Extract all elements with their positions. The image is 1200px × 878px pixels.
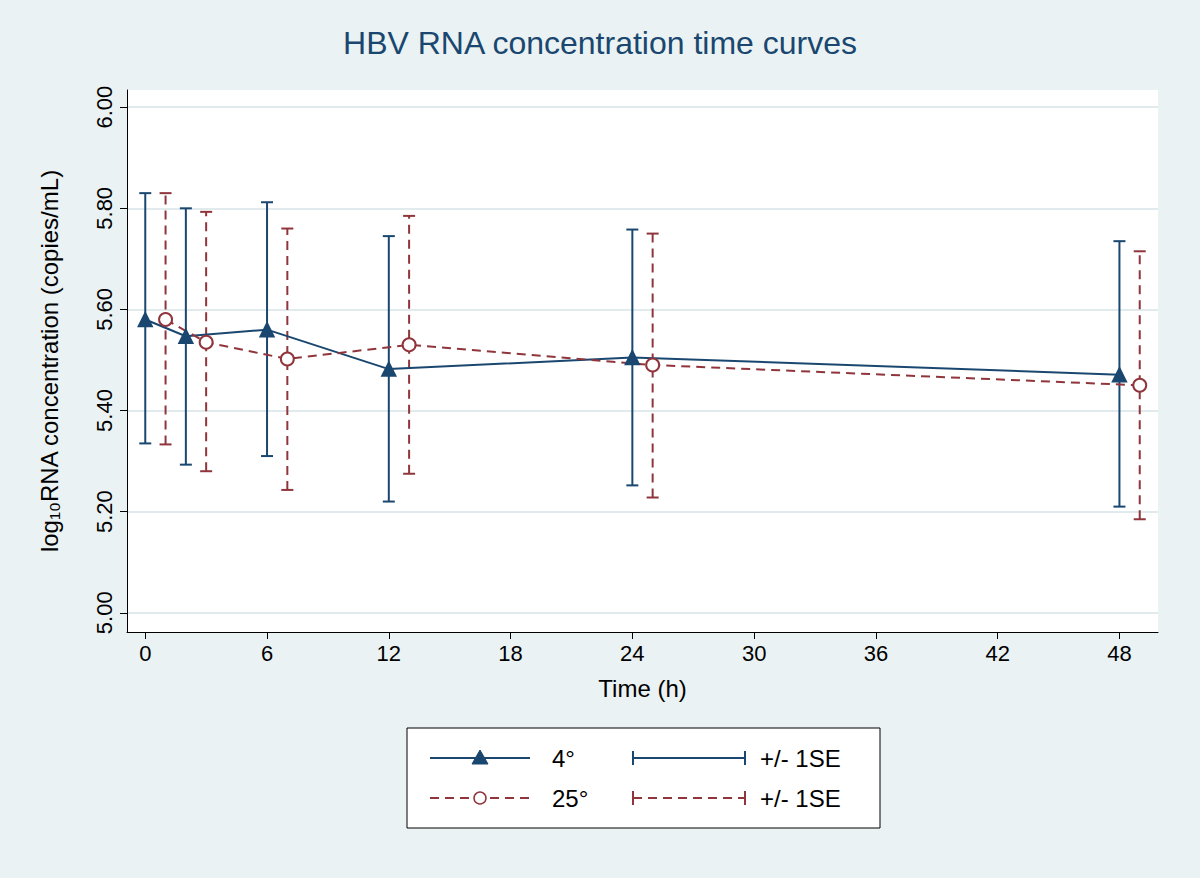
svg-text:24: 24 — [620, 641, 644, 666]
svg-text:30: 30 — [742, 641, 766, 666]
svg-text:HBV RNA concentration time cur: HBV RNA concentration time curves — [343, 25, 857, 61]
svg-text:12: 12 — [377, 641, 401, 666]
svg-text:Time (h): Time (h) — [598, 675, 686, 702]
svg-text:36: 36 — [864, 641, 888, 666]
svg-text:5.00: 5.00 — [92, 591, 117, 634]
svg-text:6.00: 6.00 — [92, 86, 117, 129]
svg-text:0: 0 — [139, 641, 151, 666]
svg-text:6: 6 — [261, 641, 273, 666]
svg-text:18: 18 — [498, 641, 522, 666]
svg-text:5.60: 5.60 — [92, 288, 117, 331]
svg-text:+/- 1SE: +/- 1SE — [760, 745, 841, 772]
svg-text:25°: 25° — [552, 785, 588, 812]
svg-text:+/- 1SE: +/- 1SE — [760, 785, 841, 812]
svg-text:5.80: 5.80 — [92, 187, 117, 230]
svg-text:log₁₀RNA concentration (copies: log₁₀RNA concentration (copies/mL) — [36, 170, 63, 552]
svg-text:42: 42 — [985, 641, 1009, 666]
svg-text:4°: 4° — [552, 745, 575, 772]
svg-text:48: 48 — [1107, 641, 1131, 666]
svg-text:5.40: 5.40 — [92, 389, 117, 432]
svg-text:5.20: 5.20 — [92, 490, 117, 533]
